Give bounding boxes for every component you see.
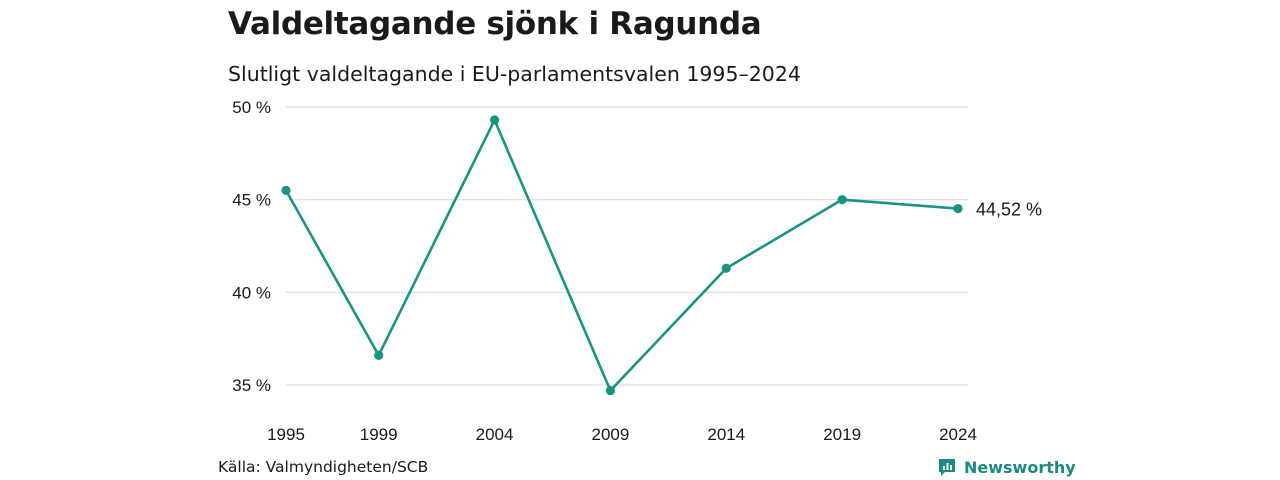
data-point <box>605 385 616 396</box>
data-point <box>953 203 963 214</box>
newsworthy-logo-icon <box>939 459 955 476</box>
y-tick-label: 45 % <box>232 191 271 210</box>
y-tick-label: 50 % <box>232 98 271 117</box>
brand-name: Newsworthy <box>964 457 1076 477</box>
x-tick-label: 1995 <box>267 425 305 444</box>
data-point <box>721 263 731 273</box>
end-value-label: 44,52 % <box>976 200 1042 220</box>
brand-logo: Newsworthy <box>937 455 1076 479</box>
data-point <box>489 115 500 125</box>
x-tick-label: 2024 <box>939 425 977 444</box>
x-tick-label: 2009 <box>591 425 629 444</box>
series-line <box>284 118 960 392</box>
x-tick-label: 2004 <box>476 425 514 444</box>
line-chart: 50 % 45 % 40 % 35 % 1995 1999 2004 2009 2014 201… <box>232 98 1042 444</box>
y-tick-label: 35 % <box>232 376 271 395</box>
data-point <box>281 185 291 195</box>
data-point <box>374 350 384 360</box>
chart-title: Valdeltagande sjönk i Ragunda <box>228 6 762 42</box>
y-tick-label: 40 % <box>232 283 271 302</box>
x-tick-label: 2014 <box>707 425 745 444</box>
x-tick-label: 2019 <box>823 425 861 444</box>
data-point <box>837 195 847 205</box>
chart-subtitle: Slutligt valdeltagande i EU-parlamentsva… <box>228 62 801 86</box>
source-note: Källa: Valmyndigheten/SCB <box>218 458 429 476</box>
x-tick-label: 1999 <box>360 425 398 444</box>
